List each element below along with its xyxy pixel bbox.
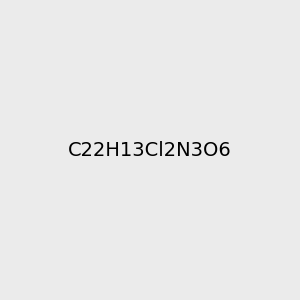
Text: C22H13Cl2N3O6: C22H13Cl2N3O6	[68, 140, 232, 160]
